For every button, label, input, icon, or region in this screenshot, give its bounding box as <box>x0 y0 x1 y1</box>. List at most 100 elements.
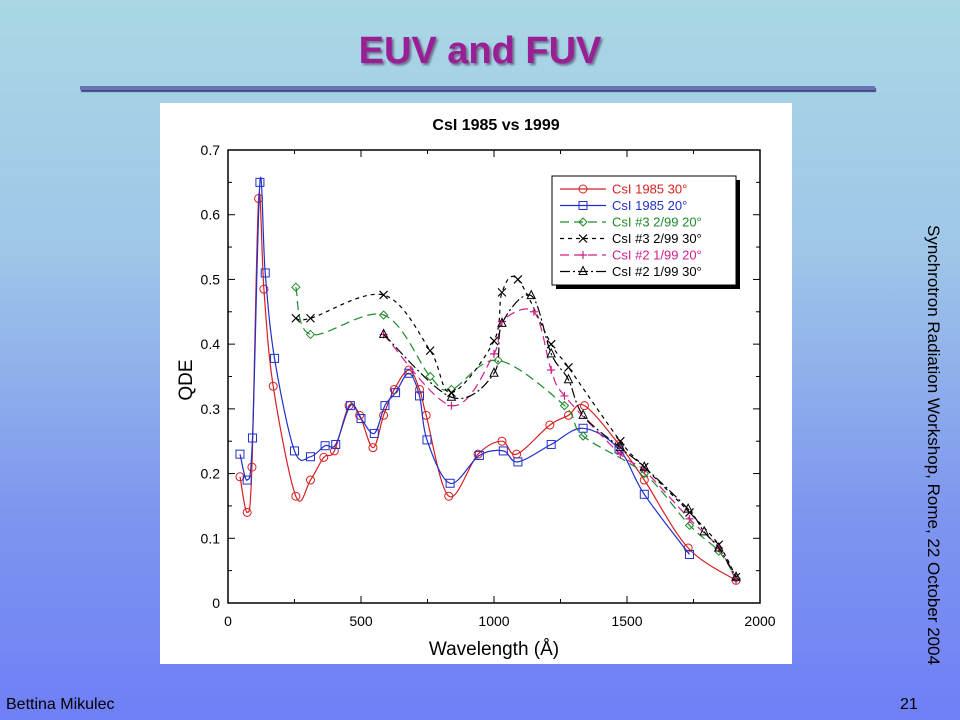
data-point <box>714 546 724 556</box>
data-point <box>564 363 573 372</box>
data-point <box>270 353 280 363</box>
data-point <box>563 373 574 384</box>
data-point <box>560 391 569 400</box>
data-point <box>639 460 650 471</box>
data-point <box>378 310 389 320</box>
data-point <box>497 436 507 446</box>
data-point <box>305 475 315 485</box>
legend-entry: CsI 1985 30° <box>612 182 687 197</box>
data-point <box>235 449 245 459</box>
data-point <box>356 414 366 424</box>
data-point <box>685 549 695 559</box>
data-point <box>445 478 455 488</box>
data-point <box>425 346 435 356</box>
legend-marker <box>578 201 588 210</box>
data-point <box>713 541 724 552</box>
data-point <box>546 439 556 449</box>
data-point <box>547 366 556 375</box>
legend-entry: CsI #3 2/99 20° <box>612 215 702 230</box>
data-point <box>369 428 379 438</box>
series-line-0 <box>239 192 737 581</box>
chart-panel: CsI 1985 vs 1999 Wavelength (Å) QDE 0 500… <box>160 103 792 664</box>
data-point <box>639 475 649 485</box>
data-point <box>247 433 257 443</box>
data-point <box>578 431 588 441</box>
data-point <box>268 381 278 391</box>
data-point <box>379 410 389 420</box>
data-point <box>259 284 269 294</box>
data-point <box>329 446 339 456</box>
data-point <box>391 388 401 398</box>
data-point <box>378 328 389 338</box>
x-tick-label: 1500 <box>611 613 642 629</box>
data-point <box>305 329 316 340</box>
legend-marker <box>578 265 588 275</box>
data-point <box>498 446 508 456</box>
data-point <box>615 441 626 452</box>
x-tick-label: 0 <box>224 613 232 629</box>
data-point <box>683 503 693 513</box>
data-point <box>444 491 454 501</box>
legend-entry: CsI 1985 20° <box>612 198 687 213</box>
data-point <box>493 355 503 366</box>
chart-title: CsI 1985 vs 1999 <box>432 117 559 134</box>
data-point <box>685 514 694 523</box>
data-point <box>513 275 523 284</box>
footer-author: Bettina Mikulec <box>6 696 115 713</box>
data-point <box>578 409 588 419</box>
data-point <box>699 525 709 536</box>
y-axis-label: QDE <box>176 359 197 400</box>
data-point <box>559 400 570 411</box>
data-point <box>320 441 330 451</box>
y-tick-label: 0.4 <box>201 336 221 352</box>
data-point <box>247 462 257 472</box>
data-point <box>615 436 625 446</box>
data-point <box>379 290 389 300</box>
data-point <box>368 443 378 453</box>
data-point <box>291 282 301 292</box>
data-point <box>526 289 537 300</box>
series-line-5 <box>383 294 737 578</box>
x-tick-label: 2000 <box>744 613 775 629</box>
footer-page-number: 21 <box>900 696 918 713</box>
data-point <box>474 450 484 460</box>
data-point <box>497 317 507 327</box>
legend-marker <box>578 234 588 243</box>
series-line-4 <box>383 308 737 581</box>
data-point <box>639 489 649 499</box>
data-point <box>355 410 365 420</box>
data-point <box>291 491 301 501</box>
data-point <box>415 384 425 394</box>
data-point <box>260 268 270 278</box>
data-point <box>404 368 414 378</box>
data-point <box>345 401 355 411</box>
data-point <box>546 347 556 358</box>
x-axis-label: Wavelength (Å) <box>429 639 559 660</box>
data-point <box>684 520 695 531</box>
y-tick-label: 0.7 <box>201 142 221 158</box>
data-point <box>497 287 507 297</box>
series-line-2 <box>295 287 737 579</box>
side-caption: Synchrotron Radiation Workshop, Rome, 22… <box>924 225 943 666</box>
legend-entry: CsI #2 1/99 20° <box>612 248 702 263</box>
data-point <box>305 452 315 462</box>
y-tick-label: 0.2 <box>201 466 221 482</box>
data-point <box>639 468 649 479</box>
series-line-3 <box>295 275 737 578</box>
series-line-1 <box>239 176 690 555</box>
data-point <box>235 472 245 482</box>
data-point <box>291 313 301 323</box>
data-point <box>422 435 432 445</box>
data-point <box>306 313 315 323</box>
slide-title: EUV and FUV <box>358 30 602 72</box>
y-tick-label: 0.5 <box>201 271 221 287</box>
data-point <box>446 391 457 401</box>
data-point <box>242 475 252 485</box>
title-divider <box>80 86 875 90</box>
data-point <box>331 439 341 449</box>
y-tick-label: 0.1 <box>201 530 221 546</box>
data-point <box>380 401 390 411</box>
y-tick-label: 0 <box>212 595 220 611</box>
legend-marker <box>578 184 588 194</box>
data-point <box>529 307 538 316</box>
